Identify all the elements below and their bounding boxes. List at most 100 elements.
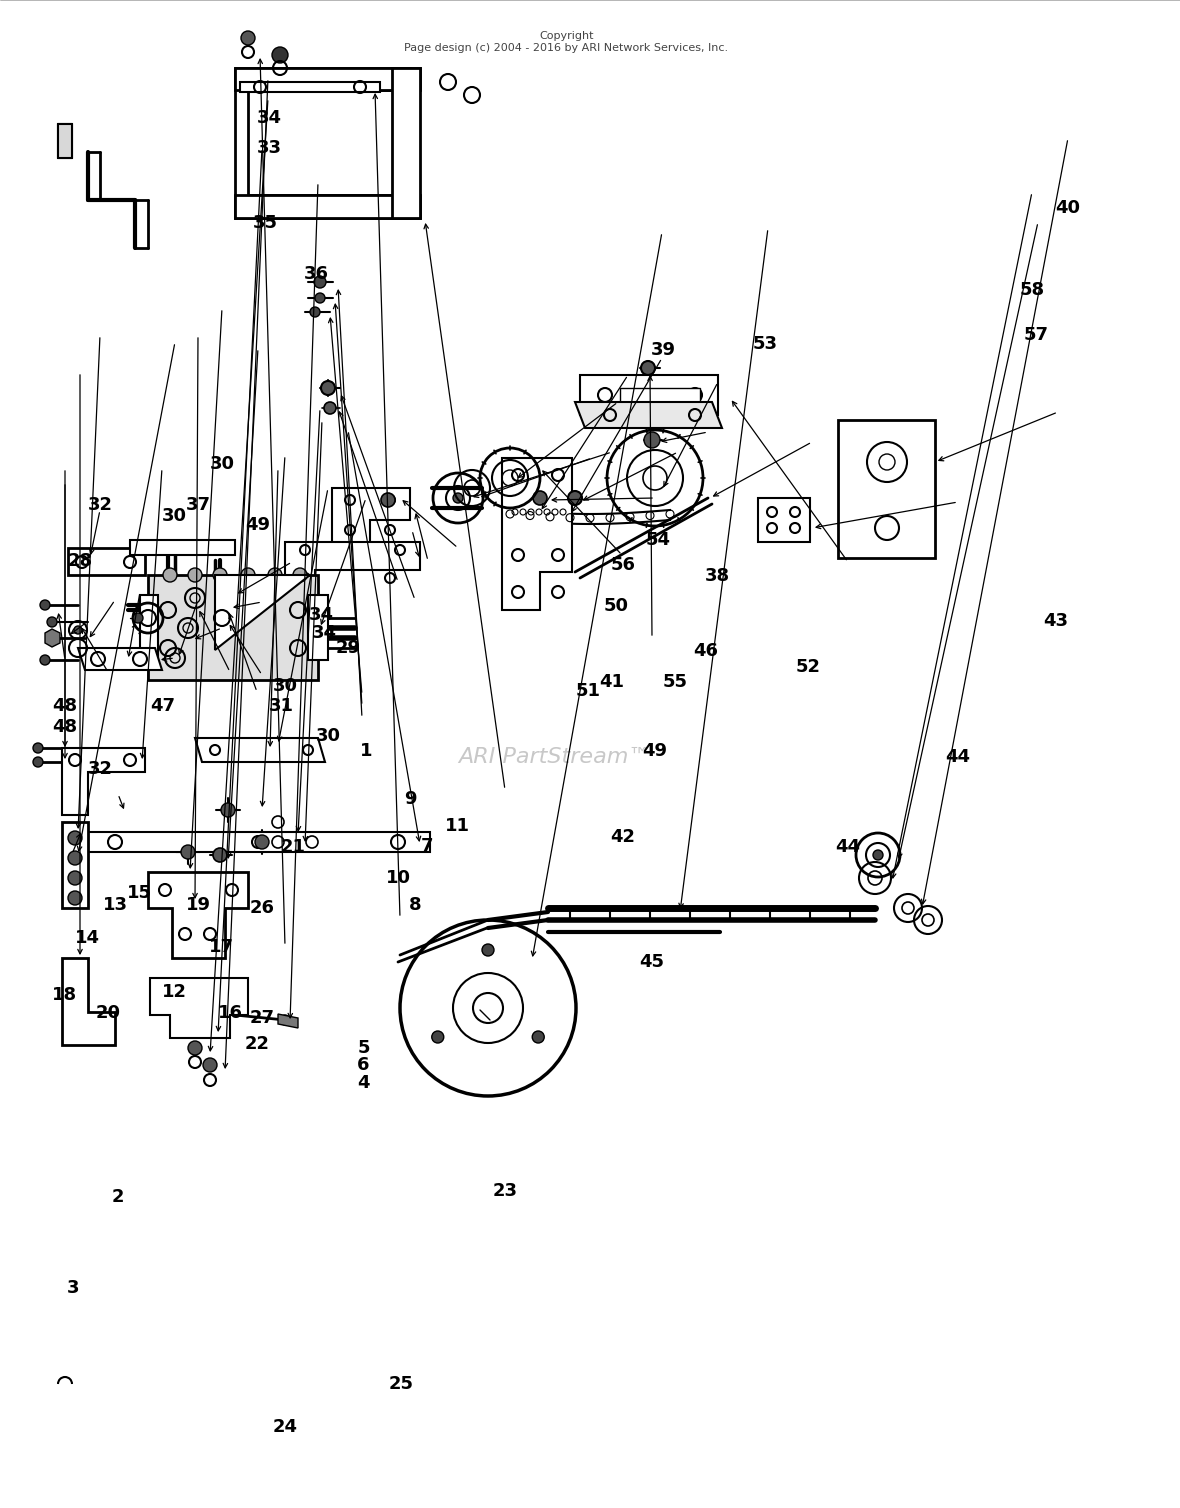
Text: 23: 23 — [492, 1182, 518, 1200]
Circle shape — [47, 617, 57, 627]
Text: Copyright
Page design (c) 2004 - 2016 by ARI Network Services, Inc.: Copyright Page design (c) 2004 - 2016 by… — [405, 32, 728, 53]
Text: 26: 26 — [249, 899, 275, 917]
Text: 53: 53 — [752, 335, 778, 353]
Text: 21: 21 — [280, 838, 306, 857]
Text: 34: 34 — [256, 109, 282, 127]
Circle shape — [68, 851, 81, 866]
Circle shape — [74, 626, 81, 633]
Polygon shape — [392, 68, 420, 219]
Circle shape — [214, 569, 227, 582]
Text: 54: 54 — [645, 531, 671, 549]
Circle shape — [255, 835, 269, 849]
Polygon shape — [235, 68, 409, 90]
Text: 38: 38 — [704, 567, 730, 585]
Text: 22: 22 — [244, 1034, 270, 1053]
Circle shape — [381, 493, 395, 507]
Circle shape — [310, 308, 320, 317]
Circle shape — [641, 360, 655, 375]
Text: 31: 31 — [268, 697, 294, 715]
Circle shape — [181, 844, 195, 860]
Circle shape — [321, 382, 335, 395]
Text: 1: 1 — [360, 742, 372, 760]
Text: 49: 49 — [244, 516, 270, 534]
Polygon shape — [195, 737, 324, 762]
Polygon shape — [45, 629, 60, 647]
Polygon shape — [278, 1013, 299, 1028]
Text: 17: 17 — [209, 938, 235, 956]
Text: 20: 20 — [96, 1004, 122, 1022]
Polygon shape — [758, 498, 809, 541]
Circle shape — [241, 569, 255, 582]
Text: 34: 34 — [312, 624, 337, 642]
Polygon shape — [88, 832, 430, 852]
Text: 16: 16 — [217, 1004, 243, 1022]
Polygon shape — [235, 195, 409, 219]
Text: 32: 32 — [87, 496, 113, 514]
Text: 46: 46 — [693, 642, 719, 661]
Text: 3: 3 — [67, 1279, 79, 1297]
Polygon shape — [150, 979, 248, 1038]
Text: 56: 56 — [610, 556, 636, 575]
Polygon shape — [240, 81, 380, 92]
Text: 52: 52 — [795, 657, 821, 676]
Text: 2: 2 — [112, 1188, 124, 1206]
Text: 48: 48 — [52, 718, 78, 736]
Text: 6: 6 — [358, 1056, 369, 1074]
Polygon shape — [215, 575, 310, 650]
Polygon shape — [63, 822, 88, 908]
Text: 14: 14 — [74, 929, 100, 947]
Polygon shape — [502, 458, 572, 611]
Circle shape — [873, 851, 883, 860]
Text: 42: 42 — [610, 828, 636, 846]
Text: 18: 18 — [52, 986, 78, 1004]
Text: 27: 27 — [249, 1009, 275, 1027]
Text: ARI PartStream™: ARI PartStream™ — [458, 746, 651, 768]
Circle shape — [214, 847, 227, 863]
Circle shape — [293, 569, 307, 582]
Circle shape — [163, 569, 177, 582]
Text: 8: 8 — [409, 896, 421, 914]
Text: 30: 30 — [315, 727, 341, 745]
Text: 4: 4 — [358, 1074, 369, 1092]
Text: 48: 48 — [52, 697, 78, 715]
Circle shape — [188, 569, 202, 582]
Polygon shape — [575, 403, 722, 428]
Polygon shape — [58, 124, 72, 158]
Polygon shape — [838, 421, 935, 558]
Text: 25: 25 — [388, 1375, 414, 1393]
Polygon shape — [130, 540, 235, 555]
Polygon shape — [78, 648, 162, 670]
Circle shape — [314, 276, 326, 288]
Circle shape — [644, 431, 660, 448]
Circle shape — [273, 47, 288, 63]
Circle shape — [241, 32, 255, 45]
Circle shape — [188, 1041, 202, 1056]
Circle shape — [47, 633, 57, 642]
Circle shape — [432, 1031, 444, 1044]
Text: 55: 55 — [662, 673, 688, 691]
Text: 12: 12 — [162, 983, 188, 1001]
Polygon shape — [140, 596, 158, 661]
Circle shape — [40, 654, 50, 665]
Text: 5: 5 — [358, 1039, 369, 1057]
Circle shape — [221, 802, 235, 817]
Text: 9: 9 — [405, 790, 417, 808]
Text: 44: 44 — [945, 748, 971, 766]
Circle shape — [68, 831, 81, 844]
Polygon shape — [332, 489, 409, 544]
Polygon shape — [581, 375, 717, 415]
Text: 43: 43 — [1043, 612, 1069, 630]
Text: 33: 33 — [256, 139, 282, 157]
Text: 36: 36 — [303, 265, 329, 284]
Text: 47: 47 — [150, 697, 176, 715]
Polygon shape — [235, 68, 420, 219]
Text: 7: 7 — [421, 837, 433, 855]
Text: 30: 30 — [162, 507, 188, 525]
Text: 29: 29 — [335, 639, 361, 657]
Text: 44: 44 — [834, 838, 860, 857]
Polygon shape — [68, 547, 145, 575]
Text: 32: 32 — [87, 760, 113, 778]
Polygon shape — [620, 388, 700, 403]
Text: 15: 15 — [126, 884, 152, 902]
Circle shape — [203, 1059, 217, 1072]
